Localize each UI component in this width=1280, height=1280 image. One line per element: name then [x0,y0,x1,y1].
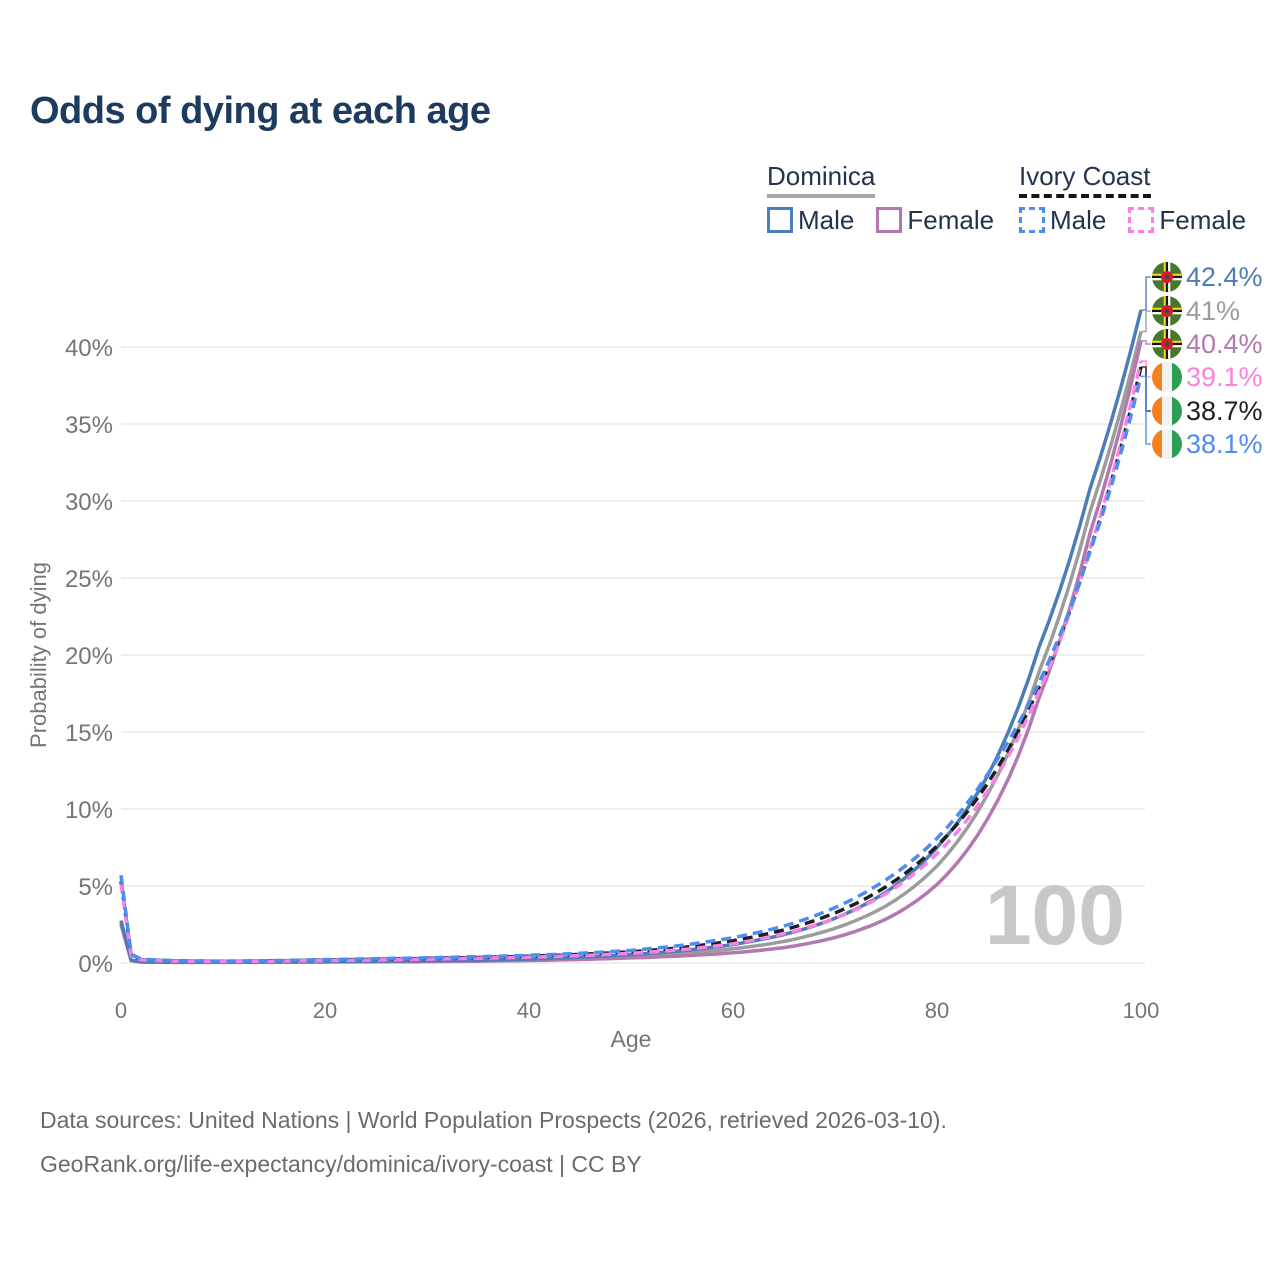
x-axis-title: Age [611,1026,652,1052]
legend-label-ivory-coast-male: Male [1050,204,1107,235]
legend-group-ivory-coast: Ivory Coast Male Female [1019,162,1246,233]
series-line-dominica-male[interactable] [119,309,1143,964]
flag-icon-ivory-coast [1152,396,1182,426]
y-tick-label: 30% [65,489,113,516]
end-label-dominica-male: 42.4% [1186,262,1263,292]
legend-label-dominica-female: Female [907,204,995,235]
legend-item-dominica-male[interactable]: Male [767,204,855,235]
x-tick-label: 0 [115,998,127,1023]
page-title: Odds of dying at each age [30,90,491,132]
footer: Data sources: United Nations | World Pop… [40,1107,947,1195]
x-tick-label: 100 [1123,998,1160,1023]
y-tick-label: 40% [65,335,113,362]
end-label-connector [1141,340,1151,345]
legend-heading-ivory-coast[interactable]: Ivory Coast [1019,162,1151,198]
legend-item-ivory-coast-male[interactable]: Male [1019,204,1107,235]
y-tick-label: 35% [65,412,113,439]
legend-heading-dominica[interactable]: Dominica [767,162,876,198]
ivory-coast-female-swatch-icon [1128,206,1155,233]
x-tick-label: 60 [721,998,745,1023]
y-axis-title: Probability of dying [26,562,51,748]
end-label-ivory-coast-overall: 38.7% [1186,396,1263,426]
ivory-coast-male-swatch-icon [1019,206,1045,233]
end-label-connector [1141,375,1151,445]
end-label-connector [1141,276,1151,311]
legend-label-ivory-coast-female: Female [1159,204,1247,235]
flag-icon-dominica [1152,296,1182,326]
end-label-ivory-coast-female: 39.1% [1186,362,1263,392]
y-tick-label: 10% [65,797,113,824]
series-line-ivory-coast-male[interactable] [119,375,1143,963]
footer-data-sources: Data sources: United Nations | World Pop… [40,1107,947,1133]
y-tick-label: 0% [78,951,113,978]
legend-label-dominica-male: Male [798,204,855,235]
flag-icon-ivory-coast [1152,362,1182,392]
y-tick-label: 15% [65,720,113,747]
dominica-male-swatch-icon [767,206,793,233]
dominica-female-swatch-icon [876,206,903,233]
x-tick-label: 20 [313,998,337,1023]
legend-item-ivory-coast-female[interactable]: Female [1128,204,1247,235]
footer-attribution: GeoRank.org/life-expectancy/dominica/ivo… [40,1151,642,1177]
x-tick-label: 80 [925,998,949,1023]
y-tick-label: 20% [65,643,113,670]
y-tick-label: 25% [65,566,113,593]
flag-icon-ivory-coast [1152,429,1182,459]
y-tick-label: 5% [78,874,113,901]
end-label-dominica-overall: 41% [1186,296,1240,326]
end-label-ivory-coast-male: 38.1% [1186,429,1263,459]
end-label-connector [1141,310,1151,333]
end-label-dominica-female: 40.4% [1186,329,1263,359]
legend-group-dominica: Dominica Male Female [767,162,994,233]
age-watermark: 100 [985,868,1125,962]
flag-icon-dominica [1152,329,1182,359]
legend-item-dominica-female[interactable]: Female [876,204,995,235]
flag-icon-dominica [1152,262,1182,292]
x-tick-label: 40 [517,998,541,1023]
